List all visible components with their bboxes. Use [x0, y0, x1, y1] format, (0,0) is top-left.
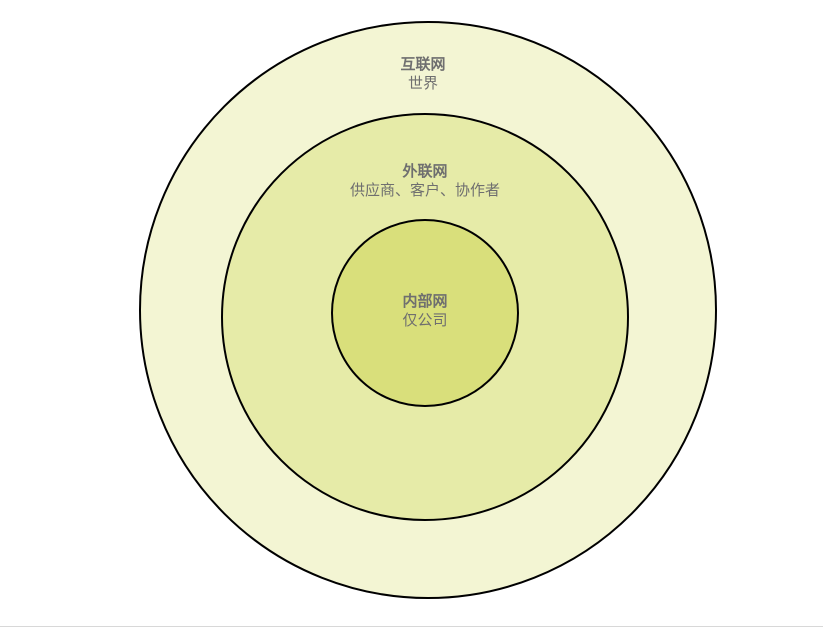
- extranet-title: 外联网: [401, 162, 447, 180]
- bottom-divider: [0, 626, 823, 627]
- internet-title: 互联网: [400, 55, 445, 73]
- intranet-subtitle: 仅公司: [402, 311, 447, 329]
- extranet-subtitle: 供应商、客户、协作者: [350, 181, 500, 199]
- intranet-title: 内部网: [402, 292, 447, 310]
- intranet-ring: [331, 219, 519, 407]
- internet-subtitle: 世界: [408, 74, 438, 92]
